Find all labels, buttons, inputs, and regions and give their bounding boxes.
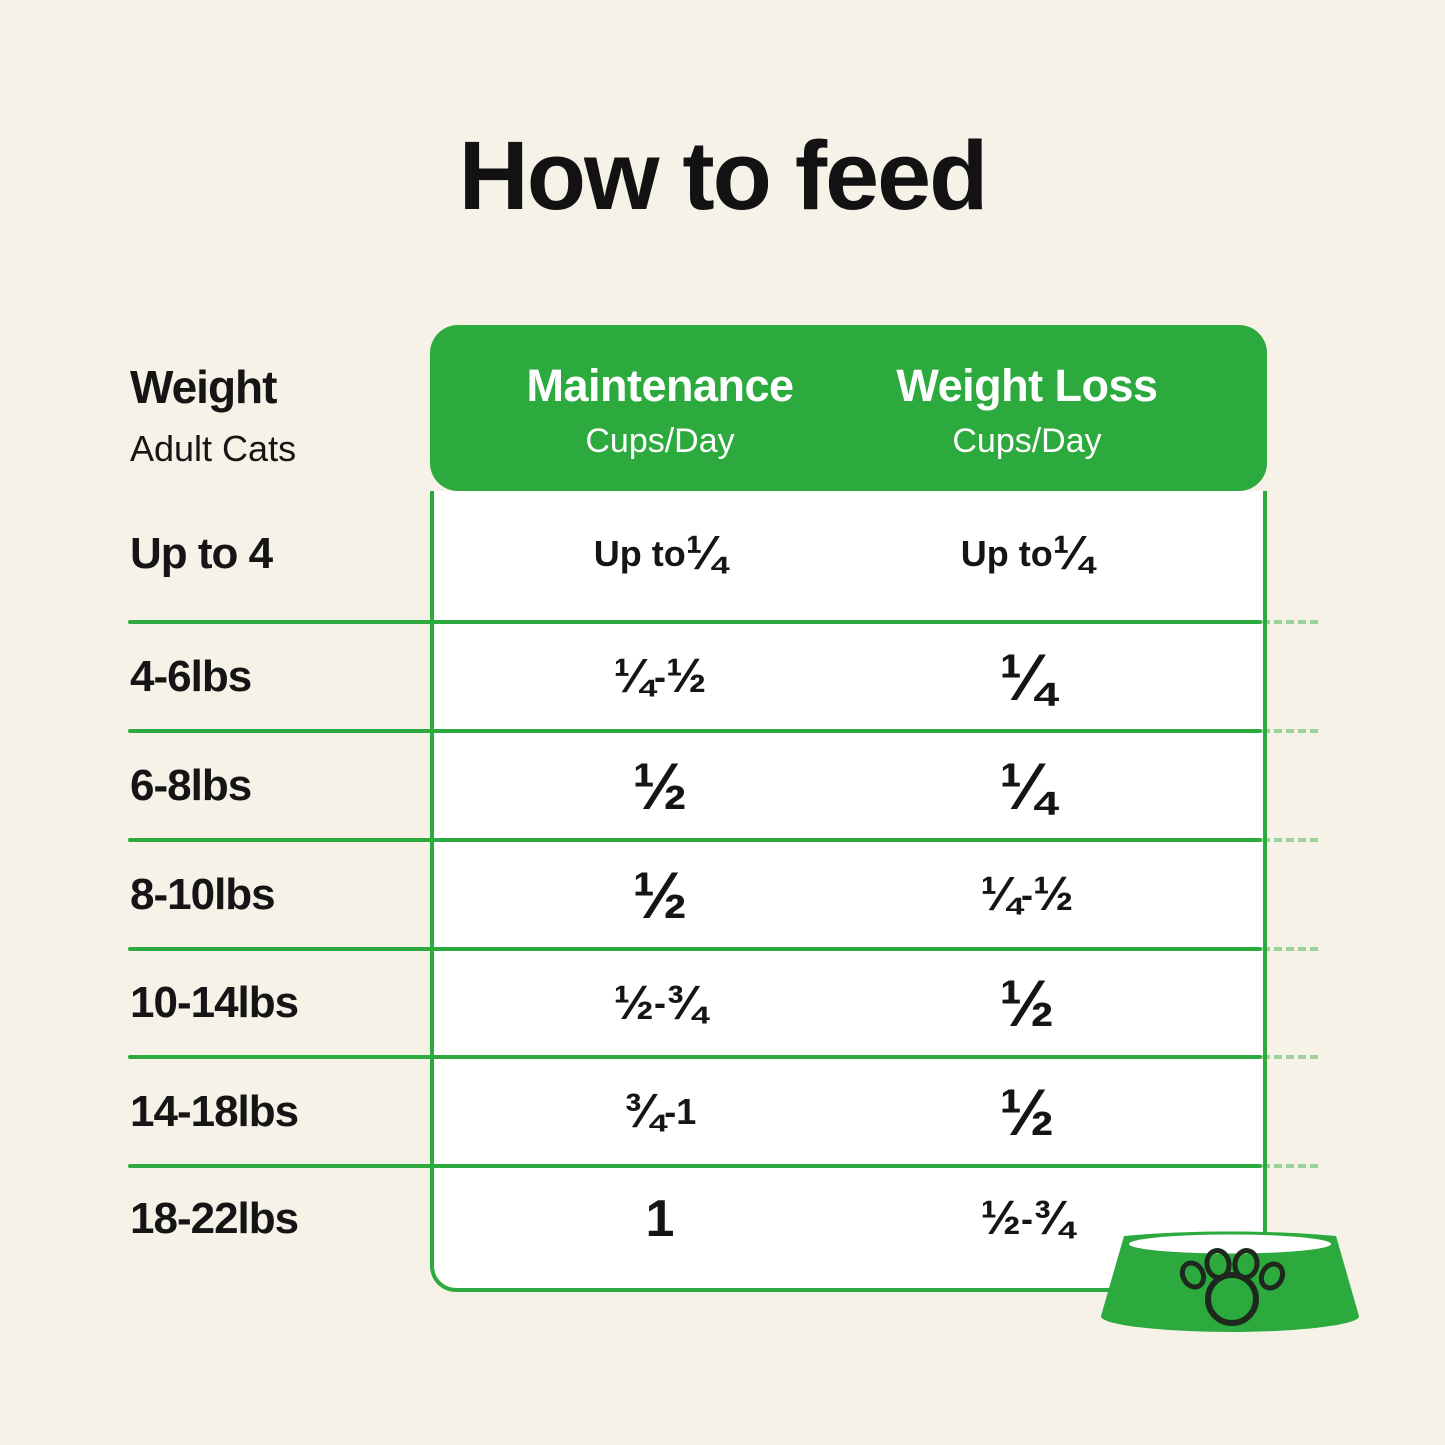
row-divider-line [128, 1055, 1262, 1059]
maintenance-value: 1 [645, 1189, 675, 1248]
row-divider-dash [1262, 620, 1318, 624]
row-divider-line [128, 947, 1262, 951]
page-title: How to feed [458, 121, 989, 230]
row-weight-label: 4-6lbs [130, 651, 252, 701]
table-row: 4-6lbs ¼-½ ¼ [0, 622, 1445, 731]
maintenance-column-label: Maintenance [526, 359, 794, 411]
table-row: 14-18lbs ¾ -1 ½ [0, 1057, 1445, 1166]
weight-column-header: Weight Adult Cats [130, 360, 296, 470]
row-divider-line [128, 1164, 1262, 1168]
table-row: 6-8lbs ½ ¼ [0, 731, 1445, 840]
row-divider-dash [1262, 729, 1318, 733]
weight-loss-value: ½-¾ [980, 1191, 1074, 1246]
weight-loss-value: Up to ¼ [960, 526, 1094, 581]
maintenance-column-header: Maintenance Cups/Day [510, 325, 810, 491]
row-divider-dash [1262, 838, 1318, 842]
row-weight-label: 6-8lbs [130, 760, 252, 810]
row-divider-line [128, 729, 1262, 733]
table-card [430, 491, 1267, 1292]
row-weight-label: 14-18lbs [130, 1086, 299, 1136]
weight-loss-value: ¼-½ [980, 867, 1074, 922]
row-weight-label: 18-22lbs [130, 1193, 299, 1243]
maintenance-value: ¾ -1 [623, 1084, 697, 1139]
weight-loss-value: ¼ [999, 748, 1055, 823]
row-divider-line [128, 838, 1262, 842]
weight-loss-column-header: Weight Loss Cups/Day [877, 325, 1177, 491]
row-weight-label: Up to 4 [130, 528, 273, 578]
table-row: Up to 4 Up to ¼ Up to ¼ [0, 491, 1445, 616]
table-row: 10-14lbs ½-¾ ½ [0, 949, 1445, 1057]
row-divider-dash [1262, 947, 1318, 951]
row-weight-label: 8-10lbs [130, 869, 276, 919]
row-divider-dash [1262, 1164, 1318, 1168]
maintenance-value: ½ [632, 748, 688, 823]
table-header-band: Maintenance Cups/Day Weight Loss Cups/Da… [430, 325, 1267, 491]
weight-loss-value: ¼ [999, 639, 1055, 714]
table-row: 18-22lbs 1 ½-¾ [0, 1166, 1445, 1271]
row-weight-label: 10-14lbs [130, 978, 299, 1027]
row-divider-dash [1262, 1055, 1318, 1059]
maintenance-value: ¼-½ [613, 649, 707, 704]
weight-loss-value: ½ [999, 966, 1055, 1040]
table-row: 8-10lbs ½ ¼-½ [0, 840, 1445, 949]
paw-print-icon [1179, 1248, 1286, 1326]
maintenance-column-units: Cups/Day [585, 421, 735, 460]
weight-column-subtitle: Adult Cats [130, 428, 297, 469]
weight-loss-value: ½ [999, 1074, 1055, 1149]
weight-loss-column-label: Weight Loss [896, 359, 1158, 411]
maintenance-value: ½ [632, 857, 688, 932]
bowl-icon [1100, 1231, 1360, 1332]
weight-column-title: Weight [130, 361, 277, 413]
maintenance-value: Up to ¼ [593, 526, 727, 581]
row-divider-line [128, 620, 1262, 624]
maintenance-value: ½-¾ [613, 975, 707, 1030]
weight-loss-column-units: Cups/Day [952, 421, 1102, 460]
